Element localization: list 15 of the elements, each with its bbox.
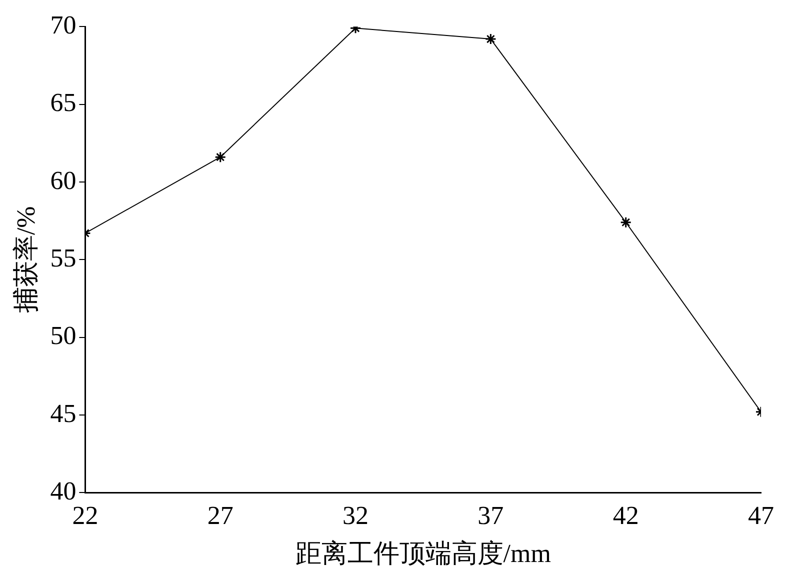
x-tick-label: 42 bbox=[612, 501, 639, 530]
y-tick-label: 70 bbox=[50, 10, 76, 40]
x-tick-label: 37 bbox=[478, 501, 504, 530]
y-axis-title: 捕获率/% bbox=[11, 206, 40, 314]
x-axis-title: 距离工件顶端高度/mm bbox=[295, 539, 551, 568]
y-tick-label: 65 bbox=[50, 88, 76, 118]
x-tick-label: 32 bbox=[342, 501, 369, 530]
y-tick-label: 55 bbox=[50, 243, 76, 272]
y-tick-label: 60 bbox=[50, 166, 76, 195]
point bbox=[620, 216, 632, 228]
y-tick-label: 50 bbox=[50, 321, 76, 350]
y-tick-label: 45 bbox=[50, 398, 76, 428]
point bbox=[484, 33, 496, 45]
x-tick-label: 47 bbox=[748, 501, 774, 530]
x-tick-label: 27 bbox=[207, 501, 234, 530]
